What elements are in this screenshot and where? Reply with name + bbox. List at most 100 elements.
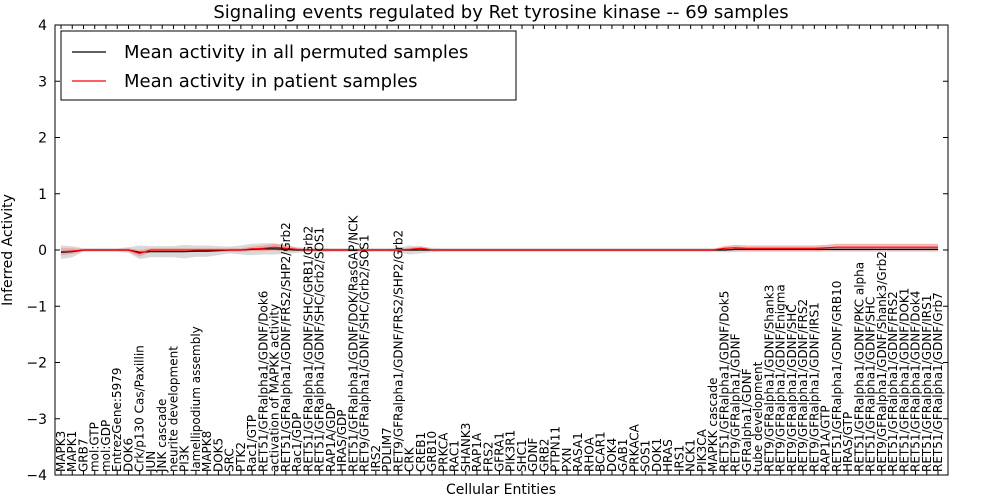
x-tick-label: RET9/GFRalpha1/GDNF/IRS1 (807, 302, 821, 472)
x-tick-label: BCAR1 (594, 431, 608, 472)
x-tick-label: PIK3R1 (504, 430, 518, 472)
x-tick-label: SHC1 (515, 439, 529, 472)
x-tick-label: DOK4 (605, 438, 619, 472)
x-tick-label: GAB1 (616, 439, 630, 472)
x-tick-label: RET51/GFRalpha1/GDNF/IRS1 (920, 295, 934, 472)
x-tick-label: PI3K (178, 445, 192, 472)
y-tick-label: 4 (38, 18, 47, 34)
x-tick-label: CRK (403, 446, 417, 472)
x-tick-label: lamellipodium assembly (189, 326, 203, 472)
x-tick-label: JNK cascade (155, 399, 169, 473)
x-tick-label: PRKCA (436, 432, 450, 472)
chart-title: Signaling events regulated by Ret tyrosi… (213, 2, 788, 23)
series-lines (60, 246, 938, 255)
x-tick-label: MAPK3 (54, 431, 68, 472)
x-tick-label: tube development (751, 361, 765, 472)
x-tick-label: SHANK3 (459, 423, 473, 472)
x-tick-label: RET9/GFRalpha1/GDNF/SHC/Grb2/SOS1 (358, 234, 372, 472)
x-tick-label: RET9/GFRalpha1/GDNF/FRS2/SHP2/Grb2 (391, 230, 405, 472)
x-tick-label: HRAS/GDP (335, 409, 349, 472)
x-tick-label: RET9/GFRalpha1/GDNF (729, 333, 743, 472)
x-tick-label: RET9/GFRalpha1/GDNF/Shank3 (762, 285, 776, 472)
x-tick-label: PTPN11 (549, 426, 563, 472)
x-tick-label: IRS1 (672, 445, 686, 472)
y-tick-label: 2 (38, 131, 47, 147)
x-tick-label: RET9/GFRalpha1/GDNF/SHC (785, 304, 799, 472)
y-tick-label: −3 (26, 412, 47, 428)
x-tick-label: GRB7 (76, 438, 90, 472)
x-tick-label: JUN (144, 451, 158, 473)
x-tick-label: RET51/GFRalpha1/GDNF/Dok6 (256, 291, 270, 472)
x-tick-label: RET51/GFRalpha1/GDNF/DOK1 (897, 288, 911, 472)
x-tick-label: PXN (560, 448, 574, 472)
y-axis-label: Inferred Activity (0, 194, 16, 306)
legend: Mean activity in all permuted samples Me… (60, 30, 517, 101)
x-axis: MAPK3MAPK1GRB7mol:GTPmol:GDPEntrezGene:5… (54, 25, 945, 475)
x-tick-label: mol:GTP (88, 422, 102, 472)
x-tick-label: NCK1 (684, 439, 698, 472)
legend-box (60, 30, 517, 101)
x-tick-label: Crk/p130 Cas/Paxillin (133, 345, 147, 472)
x-tick-label: Rac1/GTP (245, 415, 259, 472)
x-tick-label: EntrezGene:5979 (110, 368, 124, 473)
y-axis: −4 −3 −2 −1 0 1 2 3 4 (26, 18, 948, 484)
y-tick-label: −1 (26, 299, 47, 315)
x-tick-label: RAP1A (470, 432, 484, 472)
y-tick-label: −4 (26, 468, 47, 484)
x-tick-label: RET51/GFRalpha1/GDNF/Dok4 (909, 291, 923, 472)
x-tick-label: RET51/GFRalpha1/GDNF/Grb7 (931, 292, 945, 472)
x-tick-label: RET51/GFRalpha1/GDNF/GRB10 (830, 281, 844, 472)
y-tick-label: 0 (38, 243, 47, 259)
x-tick-label: IRS2 (369, 445, 383, 472)
x-tick-label: HRAS (661, 439, 675, 472)
x-tick-label: RET51/GFRalpha1/GDNF/PKC alpha (852, 262, 866, 472)
x-tick-label: RET9/GFRalpha1/GDNF/Shank3/Grb2 (875, 251, 889, 472)
x-tick-label: RAP1A/GTP (819, 405, 833, 472)
x-tick-label: MAPKK cascade (706, 377, 720, 472)
x-tick-label: PRKACA (627, 423, 641, 472)
x-tick-label: MAPK1 (65, 431, 79, 472)
x-tick-label: RET9/GFRalpha1/GDNF/Enigma (774, 284, 788, 472)
x-tick-label: RET51/GFRalpha1/GDNF/SHC (864, 297, 878, 472)
y-tick-label: 1 (38, 187, 47, 203)
x-tick-label: GFRA1 (493, 432, 507, 472)
x-tick-label: activation of MAPKK activity (268, 304, 282, 472)
x-tick-label: RET9/GFRalpha1/GDNF/FRS2 (796, 299, 810, 472)
x-tick-label: RET51/GFRalpha1/GDNF/FRS2 (886, 291, 900, 472)
x-tick-label: PIK3CA (695, 428, 709, 472)
x-tick-label: PDLIM7 (380, 427, 394, 472)
x-tick-label: RAC1 (448, 440, 462, 472)
x-tick-label: GFRalpha1/GDNF (740, 368, 754, 472)
x-tick-label: MAPK8 (200, 431, 214, 472)
x-tick-label: RET51/GFRalpha1/GDNF/FRS2/SHP2/Grb2 (279, 222, 293, 472)
x-tick-label: RASA1 (571, 432, 585, 472)
x-tick-label: SOS1 (639, 440, 653, 472)
y-tick-label: −2 (26, 356, 47, 372)
x-tick-label: neurite development (166, 346, 180, 472)
x-tick-label: RHOA (582, 436, 596, 472)
x-tick-label: DOK5 (211, 438, 225, 472)
x-tick-label: RET51/GFRalpha1/GDNF/DOK/RasGAP/NCK (346, 214, 360, 472)
y-tick-label: 3 (38, 74, 47, 90)
x-tick-label: RET51/GFRalpha1/GDNF/Dok5 (717, 291, 731, 472)
x-tick-label: PTK2 (234, 442, 248, 472)
x-axis-label: Cellular Entities (446, 482, 556, 498)
x-tick-label: SRC (223, 448, 237, 472)
x-tick-label: mol:GDP (99, 420, 113, 472)
x-tick-label: GDNF (526, 437, 540, 472)
x-tick-label: Rac1/GDP (290, 413, 304, 472)
x-tick-label: RET51/GFRalpha1/GDNF/SHC/Grb2/SOS1 (313, 227, 327, 472)
patient-mean-line (60, 246, 938, 255)
legend-label-patient: Mean activity in patient samples (124, 71, 418, 92)
x-tick-label: DOK1 (650, 438, 664, 472)
x-tick-label: RET51/GFRalpha1/GDNF/SHC/GRB1/Grb2 (301, 226, 315, 472)
legend-label-permuted: Mean activity in all permuted samples (124, 42, 468, 63)
x-tick-label: RAP1A/GDP (324, 403, 338, 472)
x-tick-label: GRB10 (425, 431, 439, 472)
x-tick-label: DOK6 (121, 438, 135, 472)
x-tick-label: FRS2 (481, 442, 495, 473)
x-tick-label: CREB1 (414, 432, 428, 472)
x-tick-label: HRAS/GTP (841, 412, 855, 472)
x-tick-label: GRB2 (537, 438, 551, 472)
